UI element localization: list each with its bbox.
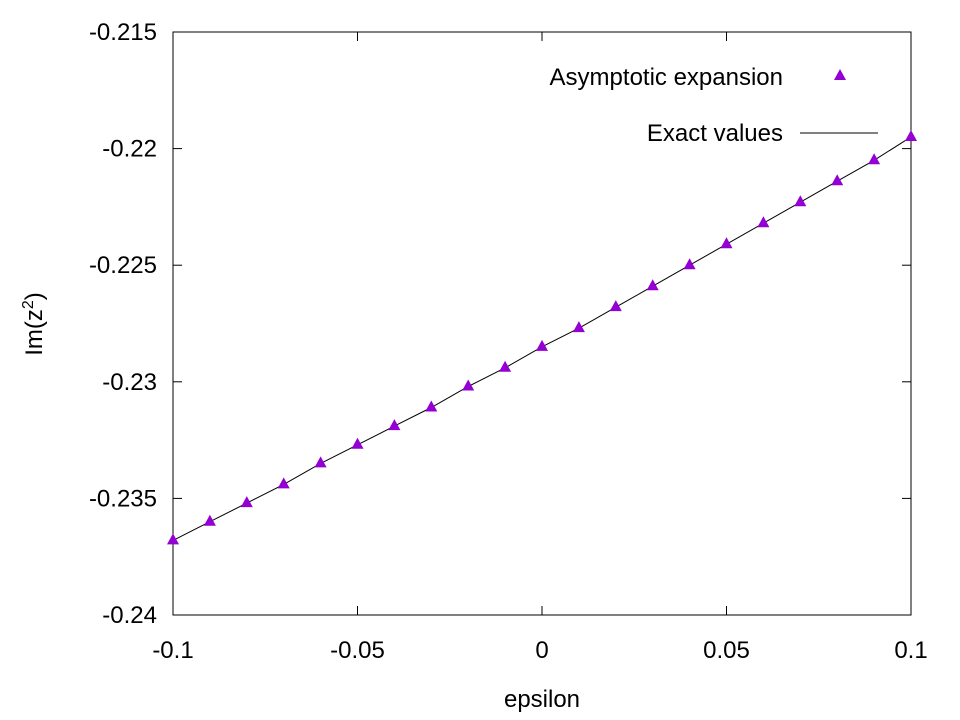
y-axis-ticks: -0.24 -0.235 -0.23 -0.225 -0.22 -0.215 — [89, 19, 911, 629]
data-point-asymptotic-expansion — [720, 237, 733, 249]
x-tick-label: 0 — [535, 637, 548, 664]
data-point-asymptotic-expansion — [314, 456, 327, 468]
series-layer — [167, 129, 917, 545]
y-tick-label: -0.215 — [89, 19, 157, 46]
data-point-asymptotic-expansion — [572, 321, 585, 333]
legend-label-asymptotic-expansion: Asymptotic expansion — [550, 64, 783, 91]
data-point-asymptotic-expansion — [609, 300, 622, 312]
y-tick-label: -0.23 — [102, 369, 157, 396]
x-tick-label: 0.05 — [703, 637, 750, 664]
legend-marker-triangle — [834, 69, 846, 80]
y-tick-label: -0.225 — [89, 252, 157, 279]
y-tick-label: -0.235 — [89, 485, 157, 512]
data-point-asymptotic-expansion — [240, 496, 253, 508]
data-point-asymptotic-expansion — [794, 195, 807, 207]
plot-area-frame — [172, 31, 912, 616]
data-point-asymptotic-expansion — [167, 533, 179, 545]
data-point-asymptotic-expansion — [905, 129, 917, 141]
data-point-asymptotic-expansion — [757, 216, 770, 228]
data-point-asymptotic-expansion — [646, 279, 659, 291]
data-point-asymptotic-expansion — [277, 477, 290, 489]
data-point-asymptotic-expansion — [425, 400, 438, 412]
x-tick-label: -0.1 — [152, 637, 193, 664]
x-axis-title: epsilon — [504, 686, 580, 713]
y-axis-title: Im(z2) — [20, 292, 48, 356]
x-axis-ticks: -0.1 -0.05 0 0.05 0.1 — [152, 32, 928, 664]
data-point-asymptotic-expansion — [499, 360, 512, 372]
x-tick-label: -0.05 — [330, 637, 385, 664]
data-point-asymptotic-expansion — [203, 514, 216, 526]
legend: Asymptotic expansion Exact values — [550, 64, 878, 147]
x-tick-label: 0.1 — [894, 637, 927, 664]
legend-label-exact-values: Exact values — [647, 120, 783, 147]
data-point-asymptotic-expansion — [462, 379, 475, 391]
y-axis-title-close: ) — [21, 292, 48, 300]
data-point-asymptotic-expansion — [351, 437, 364, 449]
y-axis-title-superscript: 2 — [20, 300, 37, 309]
data-point-asymptotic-expansion — [868, 153, 881, 165]
y-axis-title-main: Im(z — [21, 309, 48, 356]
y-tick-label: -0.22 — [102, 136, 157, 163]
y-tick-label: -0.24 — [102, 602, 157, 629]
data-point-asymptotic-expansion — [831, 174, 844, 186]
data-point-asymptotic-expansion — [536, 339, 548, 351]
data-point-asymptotic-expansion — [683, 258, 696, 270]
data-point-asymptotic-expansion — [388, 419, 401, 431]
